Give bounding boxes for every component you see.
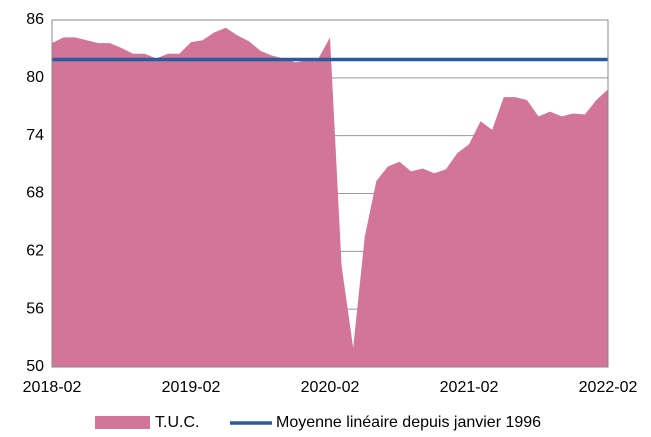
- y-tick-label: 56: [26, 300, 44, 317]
- x-tick-label: 2021-02: [440, 379, 499, 396]
- y-tick-label: 86: [26, 11, 44, 28]
- y-tick-label: 74: [26, 127, 44, 144]
- legend-label: T.U.C.: [155, 414, 199, 431]
- y-tick-label: 62: [26, 243, 44, 260]
- legend-swatch: [95, 416, 150, 429]
- x-tick-label: 2022-02: [579, 379, 638, 396]
- x-tick-label: 2019-02: [162, 379, 221, 396]
- y-tick-label: 80: [26, 69, 44, 86]
- y-tick-label: 68: [26, 185, 44, 202]
- plot-frame: [51, 19, 609, 368]
- legend-label: Moyenne linéaire depuis janvier 1996: [276, 414, 541, 431]
- x-tick-label: 2020-02: [301, 379, 360, 396]
- x-tick-label: 2018-02: [23, 379, 82, 396]
- area: [52, 27, 608, 367]
- y-tick-label: 50: [26, 358, 44, 375]
